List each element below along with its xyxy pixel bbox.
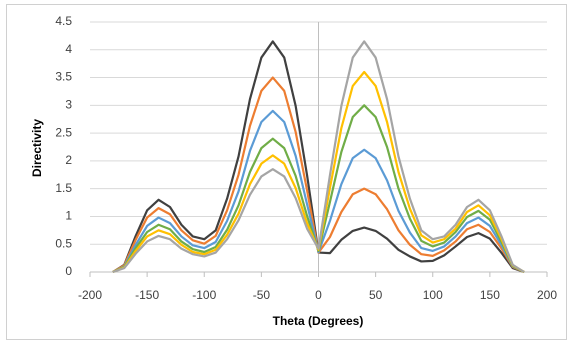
y-tick-label: 4 — [65, 42, 72, 56]
series-line — [112, 109, 525, 273]
y-tick-label: 2 — [65, 153, 72, 167]
y-tick-label: 4.5 — [55, 14, 72, 28]
y-tick-label: 3 — [65, 98, 72, 112]
series-line — [112, 70, 525, 274]
x-tick-label: -50 — [253, 288, 271, 302]
series-line — [112, 104, 525, 274]
y-tick-label: 3.5 — [55, 70, 72, 84]
chart-frame — [6, 4, 567, 340]
y-tick-label: 0.5 — [55, 236, 72, 250]
y-tick-label: 1.5 — [55, 181, 72, 195]
x-axis-title: Theta (Degrees) — [273, 314, 364, 328]
x-tick-label: -200 — [78, 288, 102, 302]
y-tick-label: 2.5 — [55, 125, 72, 139]
series-line — [112, 40, 525, 274]
y-axis-title: Directivity — [30, 119, 44, 177]
x-tick-label: 100 — [423, 288, 443, 302]
x-tick-label: -100 — [192, 288, 216, 302]
y-tick-label: 1 — [65, 209, 72, 223]
x-tick-label: 50 — [369, 288, 383, 302]
x-tick-label: 0 — [315, 288, 322, 302]
x-tick-label: -150 — [135, 288, 159, 302]
x-tick-label: 150 — [480, 288, 500, 302]
y-tick-label: 0 — [65, 264, 72, 278]
x-tick-label: 200 — [537, 288, 557, 302]
